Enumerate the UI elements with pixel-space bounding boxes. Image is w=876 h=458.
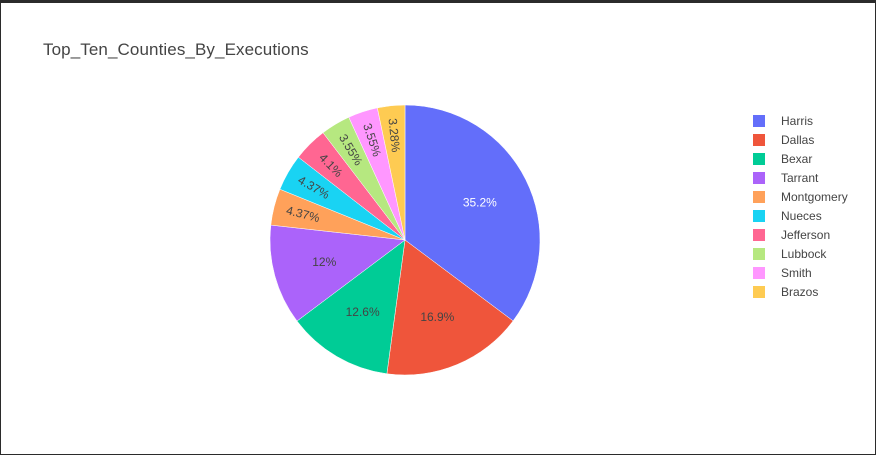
legend-swatch — [753, 266, 765, 279]
pie-label-brazos: 3.28% — [385, 118, 402, 154]
pie-slice-tarrant[interactable] — [269, 224, 406, 322]
legend-item-lubbock[interactable]: Lubbock — [753, 244, 848, 263]
pie-slice-dallas[interactable] — [386, 239, 514, 376]
legend-item-bexar[interactable]: Bexar — [753, 149, 848, 168]
pie-slice-bexar[interactable] — [296, 239, 406, 375]
pie-slice-harris[interactable] — [404, 104, 541, 322]
legend-label: Harris — [781, 113, 813, 128]
legend-item-dallas[interactable]: Dallas — [753, 130, 848, 149]
pie-chart: 35.2%16.9%12.6%12%4.37%4.37%4.1%3.55%3.5… — [269, 104, 541, 376]
pie-label-tarrant: 12% — [312, 255, 336, 269]
legend-swatch — [753, 209, 765, 222]
legend-swatch — [753, 190, 765, 203]
legend-item-tarrant[interactable]: Tarrant — [753, 168, 848, 187]
legend-label: Montgomery — [781, 189, 848, 204]
pie-label-bexar: 12.6% — [346, 305, 380, 319]
legend-swatch — [753, 133, 765, 146]
legend-swatch — [753, 285, 765, 298]
chart-title: Top_Ten_Counties_By_Executions — [43, 40, 309, 59]
legend-swatch — [753, 171, 765, 184]
legend-item-jefferson[interactable]: Jefferson — [753, 225, 848, 244]
pie-slice-brazos[interactable] — [377, 104, 406, 241]
legend-label: Brazos — [781, 284, 819, 299]
legend-label: Jefferson — [781, 227, 831, 242]
legend-label: Tarrant — [781, 170, 819, 185]
legend: Harris Dallas Bexar Tarrant Montgomery Nueces… — [753, 111, 848, 301]
legend-label: Lubbock — [781, 246, 827, 261]
legend-item-nueces[interactable]: Nueces — [753, 206, 848, 225]
legend-label: Nueces — [781, 208, 822, 223]
legend-item-montgomery[interactable]: Montgomery — [753, 187, 848, 206]
legend-label: Bexar — [781, 151, 813, 166]
legend-swatch — [753, 152, 765, 165]
legend-item-harris[interactable]: Harris — [753, 111, 848, 130]
legend-label: Dallas — [781, 132, 815, 147]
legend-label: Smith — [781, 265, 812, 280]
legend-swatch — [753, 228, 765, 241]
pie-slices — [269, 104, 541, 376]
pie-label-dallas: 16.9% — [420, 310, 454, 324]
pie-label-harris: 35.2% — [463, 196, 497, 210]
legend-swatch — [753, 114, 765, 127]
legend-item-brazos[interactable]: Brazos — [753, 282, 848, 301]
legend-item-smith[interactable]: Smith — [753, 263, 848, 282]
legend-swatch — [753, 247, 765, 260]
